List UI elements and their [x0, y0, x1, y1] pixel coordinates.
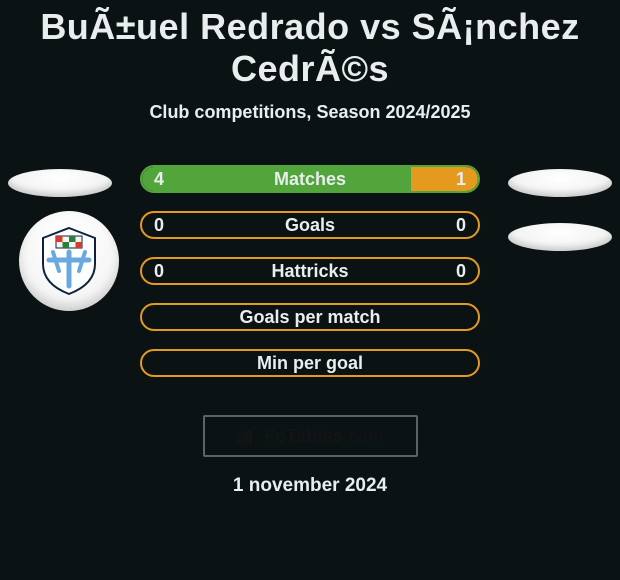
stat-bar-label: Goals	[142, 215, 478, 236]
stat-bar-value-right: 0	[456, 261, 466, 282]
right-ellipse-second	[508, 223, 612, 251]
left-ellipse-top	[8, 169, 112, 197]
stat-bar: 4Matches1	[140, 165, 480, 193]
stat-bars: 4Matches10Goals00Hattricks0Goals per mat…	[140, 165, 480, 377]
page-subtitle: Club competitions, Season 2024/2025	[0, 102, 620, 123]
stat-bar: 0Hattricks0	[140, 257, 480, 285]
brand-text-light: .com	[343, 426, 383, 446]
stat-bar-label: Hattricks	[142, 261, 478, 282]
stat-bar: Goals per match	[140, 303, 480, 331]
stat-bar-label: Matches	[142, 169, 478, 190]
chart-icon	[236, 427, 258, 445]
stat-bar: Min per goal	[140, 349, 480, 377]
stat-bar: 0Goals0	[140, 211, 480, 239]
brand-box: FcTables.com	[203, 415, 418, 457]
stat-bar-value-right: 0	[456, 215, 466, 236]
brand-text-bold: FcTables	[264, 426, 343, 446]
comparison-stage: 4Matches10Goals00Hattricks0Goals per mat…	[0, 151, 620, 401]
crest-icon	[39, 226, 99, 296]
comparison-infographic: BuÃ±uel Redrado vs SÃ¡nchez CedrÃ©s Club…	[0, 0, 620, 497]
club-crest	[19, 211, 119, 311]
brand-text: FcTables.com	[264, 426, 383, 447]
page-title: BuÃ±uel Redrado vs SÃ¡nchez CedrÃ©s	[0, 6, 620, 90]
stat-bar-value-right: 1	[456, 169, 466, 190]
stat-bar-label: Min per goal	[142, 353, 478, 374]
right-ellipse-top	[508, 169, 612, 197]
stat-bar-label: Goals per match	[142, 307, 478, 328]
footer-date: 1 november 2024	[0, 475, 620, 497]
